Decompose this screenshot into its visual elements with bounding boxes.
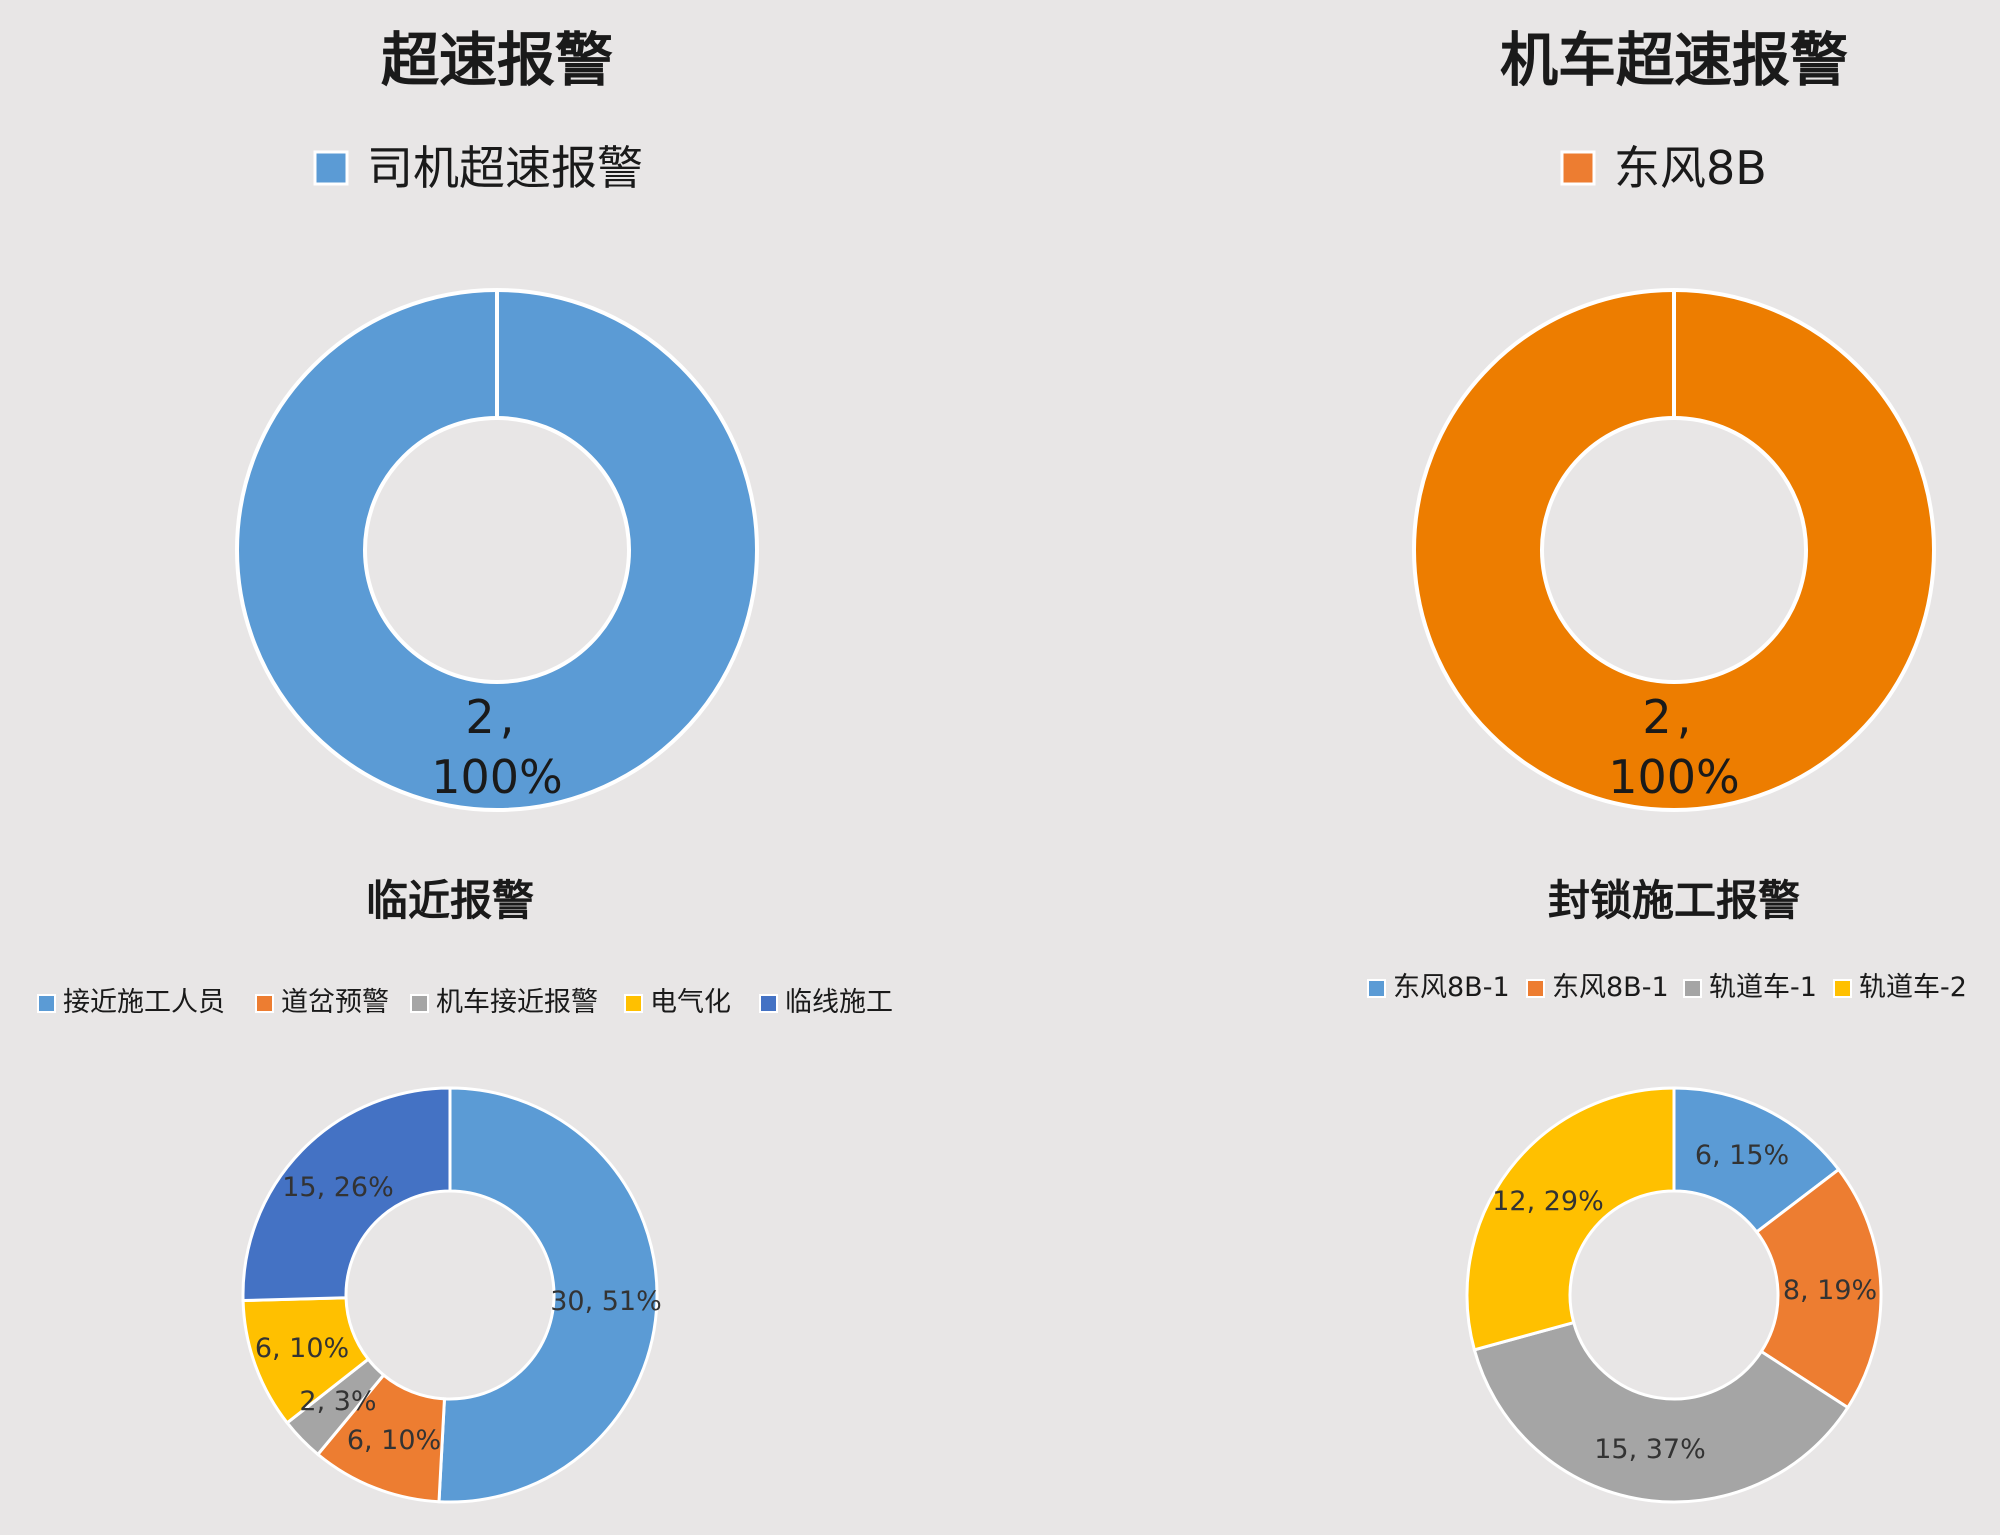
data-label-comma: , bbox=[1677, 690, 1692, 744]
legend-item: 电气化 bbox=[624, 987, 731, 1018]
data-label-percent: 100% bbox=[1608, 750, 1740, 804]
legend-label: 机车接近报警 bbox=[436, 987, 598, 1018]
legend-label: 道岔预警 bbox=[281, 987, 389, 1018]
legend-label: 轨道车-1 bbox=[1709, 972, 1817, 1003]
donut: 30, 51% 6, 10% 2, 3% 6, 10% 15, 26% bbox=[241, 1086, 662, 1504]
legend-label: 东风8B bbox=[1614, 141, 1767, 195]
legend-swatch bbox=[313, 150, 349, 186]
legend-item: 机车接近报警 bbox=[410, 987, 598, 1018]
data-label-value: 2 bbox=[1642, 690, 1671, 744]
legend-label: 司机超速报警 bbox=[367, 141, 643, 195]
legend-label: 轨道车-2 bbox=[1859, 972, 1967, 1003]
data-label: 30, 51% bbox=[550, 1286, 662, 1317]
data-label: 6, 10% bbox=[255, 1333, 349, 1364]
donut-slice bbox=[1472, 1320, 1850, 1504]
legend-swatch bbox=[1526, 979, 1545, 998]
legend-label: 接近施工人员 bbox=[63, 987, 225, 1018]
chart-overspeed: 超速报警 司机超速报警 2 , 100% bbox=[235, 26, 759, 812]
donut: 6, 15% 8, 19% 15, 37% 12, 29% bbox=[1465, 1086, 1883, 1504]
data-label-percent: 100% bbox=[431, 750, 563, 804]
legend-item: 东风8B-1 bbox=[1367, 972, 1510, 1003]
legend-swatch bbox=[624, 994, 643, 1013]
legend-swatch bbox=[759, 994, 778, 1013]
legend-swatch bbox=[1367, 979, 1386, 998]
legend: 东风8B-1 东风8B-1 轨道车-1 轨道车-2 bbox=[1367, 972, 1967, 1003]
data-label: 15, 26% bbox=[282, 1172, 394, 1203]
data-label: 8, 19% bbox=[1783, 1275, 1877, 1306]
donut-slice bbox=[437, 1086, 659, 1504]
legend-swatch bbox=[37, 994, 56, 1013]
data-label: 6, 10% bbox=[347, 1425, 441, 1456]
legend-swatch bbox=[255, 994, 274, 1013]
chart-title: 封锁施工报警 bbox=[1548, 876, 1800, 925]
data-label-value: 2 bbox=[465, 690, 494, 744]
legend-label: 东风8B-1 bbox=[1393, 972, 1510, 1003]
legend-item: 接近施工人员 bbox=[37, 987, 225, 1018]
legend: 接近施工人员 道岔预警 机车接近报警 电气化 临线施工 bbox=[37, 987, 893, 1018]
legend-label: 临线施工 bbox=[785, 987, 893, 1018]
legend-swatch bbox=[1560, 150, 1596, 186]
legend-item: 道岔预警 bbox=[255, 987, 389, 1018]
donut-slice bbox=[241, 1086, 452, 1303]
legend: 司机超速报警 bbox=[313, 141, 643, 195]
donut-slice bbox=[1754, 1167, 1883, 1410]
legend-swatch bbox=[1683, 979, 1702, 998]
chart-proximity: 临近报警 接近施工人员 道岔预警 机车接近报警 电气化 临线施工 30, 51% 6, 1… bbox=[37, 876, 893, 1504]
donut-hole bbox=[1540, 416, 1808, 684]
data-label: 6, 15% bbox=[1695, 1140, 1789, 1171]
legend-label: 东风8B-1 bbox=[1552, 972, 1669, 1003]
donut-hole bbox=[363, 416, 631, 684]
chart-loco-overspeed: 机车超速报警 东风8B 2 , 100% bbox=[1412, 26, 1936, 812]
data-label: 2, 3% bbox=[299, 1386, 376, 1417]
legend: 东风8B bbox=[1560, 141, 1767, 195]
data-label: 12, 29% bbox=[1492, 1186, 1604, 1217]
legend-item: 临线施工 bbox=[759, 987, 893, 1018]
data-label-comma: , bbox=[500, 690, 515, 744]
legend-swatch bbox=[1833, 979, 1852, 998]
legend-item: 轨道车-2 bbox=[1833, 972, 1967, 1003]
legend-item: 东风8B-1 bbox=[1526, 972, 1669, 1003]
legend-label: 电气化 bbox=[650, 987, 731, 1018]
donut-slice bbox=[1465, 1086, 1676, 1352]
chart-title: 超速报警 bbox=[381, 26, 613, 94]
legend-item: 轨道车-1 bbox=[1683, 972, 1817, 1003]
chart-title: 临近报警 bbox=[366, 876, 534, 925]
data-label: 15, 37% bbox=[1594, 1434, 1706, 1465]
chart-closure-construction: 封锁施工报警 东风8B-1 东风8B-1 轨道车-1 轨道车-2 6, 15% 8, 1… bbox=[1367, 876, 1967, 1504]
chart-title: 机车超速报警 bbox=[1500, 26, 1848, 94]
legend-swatch bbox=[410, 994, 429, 1013]
